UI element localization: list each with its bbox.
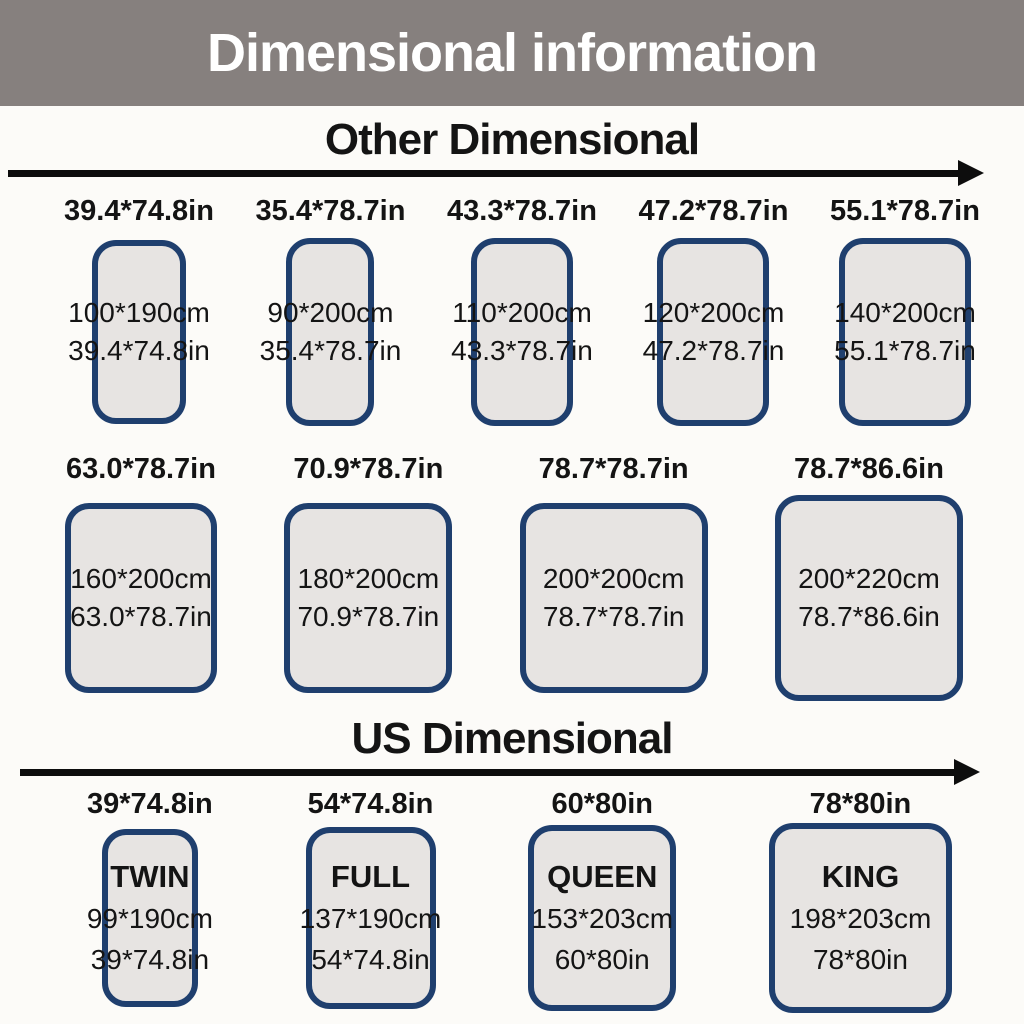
bed-size-name: FULL [330,859,411,894]
dim-cm: 200*220cm [798,563,940,594]
dim-in: 78.7*78.7in [542,601,685,632]
mattress-rect: KING 198*203cm 78*80in [768,823,952,1013]
size-header: 47.2*78.7in [638,195,789,227]
dim-cm: 137*190cm [299,903,442,934]
mattress-rect: 160*200cm 63.0*78.7in [65,503,217,693]
size-column: 78*80in KING 198*203cm 78*80in [768,786,952,1014]
size-column: 60*80in QUEEN 153*203cm 60*80in [528,786,677,1014]
mattress-rect: FULL 137*190cm 54*74.8in [300,827,441,1009]
dim-in: 63.0*78.7in [70,601,212,632]
size-column: 78.7*86.6in 200*220cm 78.7*86.6in [774,451,963,709]
mattress-rect: 120*200cm 47.2*78.7in [643,238,784,426]
us-size-row: 39*74.8in TWIN 99*190cm 39*74.8in 54*74.… [0,786,1024,1014]
mattress-rect: 100*190cm 39.4*74.8in [68,240,210,424]
size-header: 35.4*78.7in [255,195,406,227]
mattress-rect: TWIN 99*190cm 39*74.8in [87,829,213,1007]
dim-cm: 99*190cm [86,903,213,934]
mattress-rect: 110*200cm 43.3*78.7in [451,238,593,426]
size-header: 70.9*78.7in [293,453,444,485]
rect-area: QUEEN 153*203cm 60*80in [528,822,677,1014]
dim-in: 78.7*86.6in [798,601,940,632]
dim-in: 78*80in [812,944,908,975]
mattress-rect: 200*200cm 78.7*78.7in [519,503,708,693]
rect-area: 140*200cm 55.1*78.7in [834,229,976,435]
size-column: 43.3*78.7in 110*200cm 43.3*78.7in [447,181,597,435]
dim-cm: 153*203cm [531,903,674,934]
dim-cm: 180*200cm [297,563,440,594]
dim-cm: 160*200cm [70,563,212,594]
dim-in: 47.2*78.7in [642,335,785,366]
size-column: 47.2*78.7in 120*200cm 47.2*78.7in [638,181,789,435]
bed-size-name: KING [821,859,900,894]
dim-cm: 198*203cm [789,903,932,934]
bed-size-name: TWIN [110,859,190,894]
dim-cm: 100*190cm [68,297,210,328]
right-arrow-line [20,759,980,785]
mattress-rect: 90*200cm 35.4*78.7in [260,238,401,426]
section-heading-us: US Dimensional [351,714,674,763]
size-column: 63.0*78.7in 160*200cm 63.0*78.7in [65,451,217,709]
rect-area: 200*200cm 78.7*78.7in [519,487,708,709]
size-header: 39.4*74.8in [64,195,214,227]
dim-in: 39.4*74.8in [68,335,210,366]
dim-cm: 120*200cm [642,297,785,328]
mattress-rect: 200*220cm 78.7*86.6in [774,495,963,701]
dim-in: 43.3*78.7in [451,335,593,366]
rect-area: 180*200cm 70.9*78.7in [284,487,453,709]
rect-area: 100*190cm 39.4*74.8in [68,229,210,435]
size-header: 78*80in [809,788,912,820]
rect-area: 90*200cm 35.4*78.7in [260,229,401,435]
title-bar: Dimensional information [0,0,1024,106]
dim-in: 54*74.8in [311,944,430,975]
dim-cm: 90*200cm [267,297,394,328]
rect-area: 160*200cm 63.0*78.7in [65,487,217,709]
rect-area: TWIN 99*190cm 39*74.8in [87,822,213,1014]
rect-area: 110*200cm 43.3*78.7in [451,229,593,435]
size-column: 54*74.8in FULL 137*190cm 54*74.8in [300,786,441,1014]
size-header: 78.7*78.7in [538,453,689,485]
dim-in: 39*74.8in [90,944,210,975]
size-column: 35.4*78.7in 90*200cm 35.4*78.7in [255,181,406,435]
rect-area: KING 198*203cm 78*80in [768,822,952,1014]
size-header: 54*74.8in [307,788,434,820]
dim-cm: 200*200cm [542,563,685,594]
dim-in: 60*80in [554,944,650,975]
size-column: 39.4*74.8in 100*190cm 39.4*74.8in [64,181,214,435]
other-size-row-2: 63.0*78.7in 160*200cm 63.0*78.7in 70.9*7… [0,451,1024,709]
rect-area: 200*220cm 78.7*86.6in [774,487,963,709]
other-size-row-1: 39.4*74.8in 100*190cm 39.4*74.8in 35.4*7… [0,181,1024,435]
page-title: Dimensional information [206,23,818,83]
size-header: 60*80in [551,788,654,820]
dim-in: 70.9*78.7in [297,601,440,632]
size-column: 39*74.8in TWIN 99*190cm 39*74.8in [87,786,213,1014]
size-column: 78.7*78.7in 200*200cm 78.7*78.7in [519,451,708,709]
size-header: 55.1*78.7in [830,195,980,227]
rect-area: 120*200cm 47.2*78.7in [643,229,784,435]
rect-area: FULL 137*190cm 54*74.8in [300,822,441,1014]
size-column: 70.9*78.7in 180*200cm 70.9*78.7in [284,451,453,709]
size-header: 43.3*78.7in [447,195,597,227]
size-column: 55.1*78.7in 140*200cm 55.1*78.7in [830,181,980,435]
mattress-rect: QUEEN 153*203cm 60*80in [528,825,677,1011]
bed-size-name: QUEEN [547,859,658,894]
dim-cm: 140*200cm [834,297,976,328]
size-header: 39*74.8in [87,788,213,820]
mattress-rect: 140*200cm 55.1*78.7in [834,238,976,426]
size-header: 78.7*86.6in [794,453,944,485]
dim-in: 35.4*78.7in [259,335,402,366]
right-arrow-line [8,160,984,186]
mattress-rect: 180*200cm 70.9*78.7in [284,503,453,693]
section-heading-other: Other Dimensional [324,115,700,164]
dim-cm: 110*200cm [452,297,592,328]
size-header: 63.0*78.7in [66,453,216,485]
dim-in: 55.1*78.7in [834,335,976,366]
